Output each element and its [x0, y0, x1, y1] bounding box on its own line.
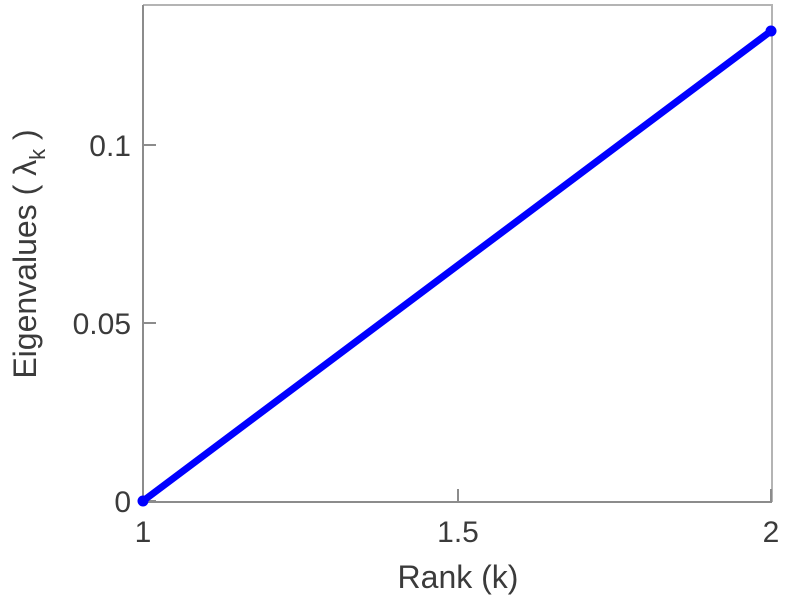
y-axis-title-subscript: k [25, 148, 50, 160]
y-axis-title-suffix: ) [7, 129, 43, 149]
x-tick-label-1.5: 1.5 [437, 516, 479, 549]
y-tick-label-0.05: 0.05 [73, 308, 131, 341]
series-line [139, 27, 775, 505]
plot-box-outline [143, 4, 773, 502]
x-tick-label-2: 2 [763, 516, 780, 549]
x-axis-title: Rank (k) [398, 559, 519, 595]
x-tick-label-1: 1 [135, 516, 152, 549]
data-series-eigenvalues [137, 25, 777, 507]
y-tick-label-0.1: 0.1 [89, 130, 131, 163]
y-axis-title-group: Eigenvalues ( λk ) [7, 129, 50, 378]
y-axis-title: Eigenvalues ( λk ) [7, 129, 50, 378]
y-axis-title-prefix: Eigenvalues ( λ [7, 160, 43, 379]
data-point-marker [137, 495, 149, 507]
data-point-marker [765, 25, 777, 37]
y-tick-label-0: 0 [114, 486, 131, 519]
